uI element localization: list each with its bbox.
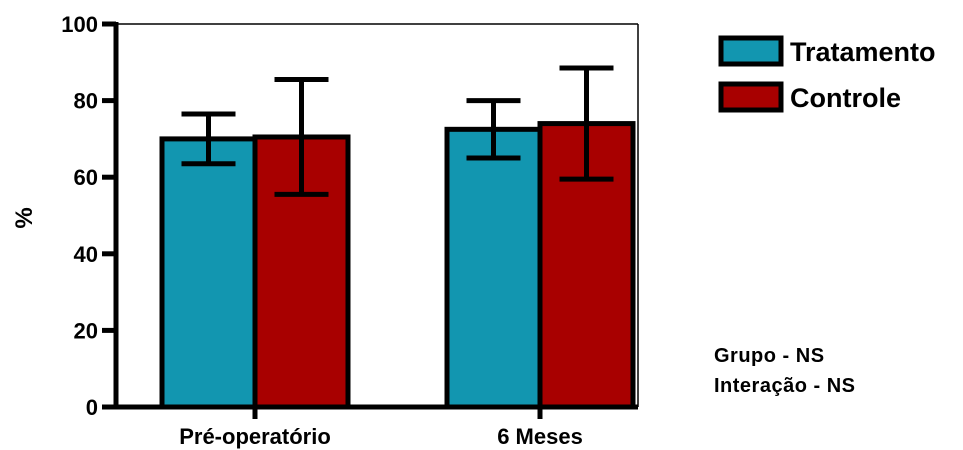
error-bar-controle-1 (274, 77, 329, 197)
bar-tratamento-2 (444, 126, 543, 410)
annotation-2: Interação - NS (714, 375, 855, 397)
y-tick-label-80: 80 (74, 89, 98, 114)
legend-swatch-controle (718, 81, 784, 113)
legend-swatch-tratamento (718, 35, 784, 67)
x-axis: Pré-operatório 6 Meses (114, 404, 638, 449)
bars (159, 121, 636, 410)
error-bar-tratamento-2 (466, 98, 521, 161)
x-tick-label-1: Pré-operatório (179, 424, 331, 449)
annotations: Grupo - NS Interação - NS (714, 345, 855, 397)
legend: Tratamento Controle (718, 35, 936, 113)
annotation-1: Grupo - NS (714, 345, 825, 367)
x-tick-label-2: 6 Meses (497, 424, 583, 449)
y-tick-label-60: 60 (74, 165, 98, 190)
y-axis-title: % (11, 207, 38, 228)
y-axis: 0 20 40 60 80 100 (61, 12, 119, 420)
bar-tratamento-1 (159, 136, 258, 410)
y-tick-label-40: 40 (74, 242, 98, 267)
error-bar-controle-2 (559, 65, 614, 182)
legend-label-tratamento: Tratamento (790, 37, 936, 67)
plot-frame (116, 23, 639, 407)
y-tick-label-20: 20 (74, 318, 98, 343)
y-tick-label-0: 0 (86, 395, 98, 420)
y-tick-label-100: 100 (61, 12, 98, 37)
error-bars (181, 65, 614, 197)
legend-label-controle: Controle (790, 83, 901, 113)
error-bar-tratamento-1 (181, 111, 236, 167)
